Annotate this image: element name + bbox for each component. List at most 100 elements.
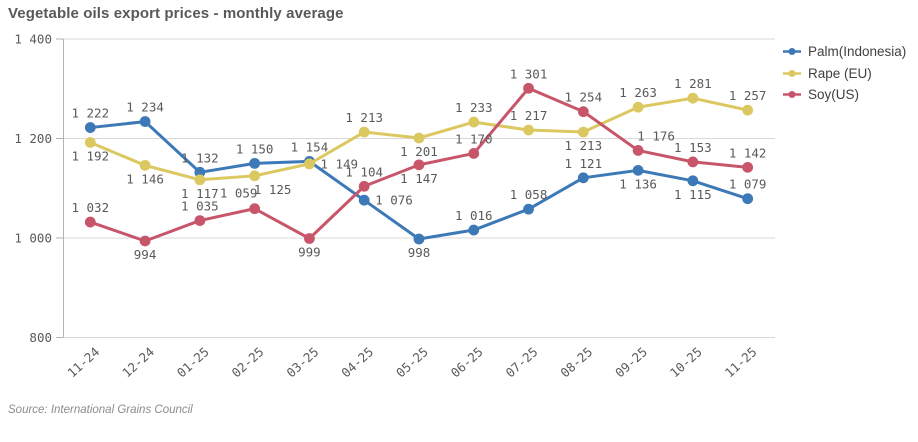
data-label: 1 104 [345, 164, 383, 179]
legend-line-point-icon [783, 48, 801, 56]
data-point[interactable] [632, 145, 644, 156]
data-point[interactable] [577, 106, 589, 118]
data-point[interactable] [84, 137, 96, 148]
data-label: 1 146 [126, 171, 164, 186]
data-point[interactable] [304, 233, 315, 244]
data-point[interactable] [358, 126, 370, 138]
data-label: 1 217 [510, 108, 548, 123]
data-label: 1 222 [71, 106, 109, 121]
x-tick-label: 07-25 [503, 344, 541, 380]
legend-label: Soy(US) [808, 87, 860, 103]
chart-title: Vegetable oils export prices - monthly a… [8, 5, 344, 22]
legend-line-point-icon [783, 91, 801, 99]
data-point[interactable] [194, 166, 206, 178]
data-label: 1 125 [254, 182, 292, 197]
data-point[interactable] [249, 157, 261, 169]
x-tick-label: 04-25 [338, 344, 376, 380]
data-point[interactable] [632, 101, 644, 113]
data-point[interactable] [358, 180, 370, 192]
x-tick-label: 08-25 [557, 344, 595, 380]
data-label: 1 132 [181, 150, 219, 165]
data-label: 1 059 [220, 186, 258, 201]
data-label: 1 263 [619, 85, 657, 100]
data-label: 1 032 [71, 200, 109, 215]
data-point[interactable] [687, 156, 699, 168]
data-label: 1 170 [455, 131, 493, 146]
data-label: 1 117 [181, 186, 219, 201]
data-point[interactable] [139, 159, 151, 171]
legend-line-point-icon [783, 69, 801, 77]
data-label: 1 076 [375, 193, 413, 208]
data-label: 1 153 [674, 140, 712, 155]
data-point[interactable] [139, 235, 151, 247]
x-tick-label: 09-25 [612, 344, 650, 380]
data-point[interactable] [742, 161, 754, 173]
x-tick-label: 12-24 [119, 344, 157, 380]
data-point[interactable] [194, 215, 206, 226]
data-label: 1 213 [345, 110, 383, 125]
data-point[interactable] [358, 194, 370, 206]
data-label: 1 176 [637, 128, 675, 143]
data-point[interactable] [742, 193, 754, 205]
data-label: 1 257 [729, 88, 767, 103]
x-tick-label: 01-25 [174, 344, 212, 380]
data-point[interactable] [577, 172, 589, 184]
x-tick-label: 05-25 [393, 344, 431, 380]
legend: Palm(Indonesia) Rape (EU) Soy(US) [783, 41, 906, 106]
x-tick-label: 10-25 [667, 344, 705, 380]
data-point[interactable] [413, 233, 425, 245]
data-label: 1 035 [181, 199, 219, 214]
data-point[interactable] [413, 132, 425, 144]
data-point[interactable] [249, 203, 261, 215]
data-point[interactable] [742, 104, 754, 116]
data-point[interactable] [468, 116, 480, 128]
x-tick-label: 06-25 [448, 344, 486, 380]
data-label: 1 121 [564, 156, 602, 171]
data-point[interactable] [413, 159, 425, 171]
y-tick-label: 1 400 [14, 32, 52, 47]
data-label: 1 254 [564, 90, 602, 105]
data-label: 1 213 [564, 138, 602, 153]
data-label: 994 [134, 247, 157, 262]
x-tick-label: 03-25 [283, 344, 321, 380]
data-label: 1 301 [510, 66, 548, 81]
y-tick-label: 1 200 [14, 131, 52, 146]
data-point[interactable] [304, 158, 315, 170]
legend-item-soy-us[interactable]: Soy(US) [783, 84, 906, 106]
data-label: 1 150 [236, 141, 274, 156]
data-point[interactable] [84, 216, 96, 228]
data-label: 1 154 [291, 139, 329, 154]
y-tick-label: 1 000 [14, 231, 52, 246]
data-label: 1 281 [674, 76, 712, 91]
data-label: 1 201 [400, 144, 438, 159]
data-point[interactable] [249, 170, 261, 182]
data-label: 1 115 [674, 187, 712, 202]
data-point[interactable] [84, 122, 96, 133]
data-label: 1 058 [510, 187, 548, 202]
legend-label: Rape (EU) [808, 65, 872, 81]
data-label: 1 142 [729, 145, 767, 160]
legend-item-palm-indonesia[interactable]: Palm(Indonesia) [783, 41, 906, 63]
data-point[interactable] [687, 175, 699, 187]
data-point[interactable] [577, 126, 589, 138]
data-label: 1 192 [71, 148, 109, 163]
x-tick-label: 11-25 [722, 344, 760, 380]
data-point[interactable] [687, 92, 699, 104]
data-label: 1 234 [126, 100, 164, 115]
data-point[interactable] [468, 148, 480, 159]
data-label: 1 147 [400, 171, 438, 186]
data-point[interactable] [523, 82, 534, 94]
data-point[interactable] [139, 116, 151, 127]
data-label: 998 [408, 245, 431, 260]
data-label: 1 149 [320, 156, 358, 171]
data-point[interactable] [194, 174, 206, 186]
data-label: 1 079 [729, 177, 767, 192]
data-point[interactable] [523, 203, 534, 215]
x-tick-label: 11-24 [64, 344, 102, 380]
data-point[interactable] [632, 164, 644, 176]
legend-item-rape-eu[interactable]: Rape (EU) [783, 63, 906, 85]
data-point[interactable] [468, 224, 480, 236]
data-point[interactable] [523, 124, 534, 136]
